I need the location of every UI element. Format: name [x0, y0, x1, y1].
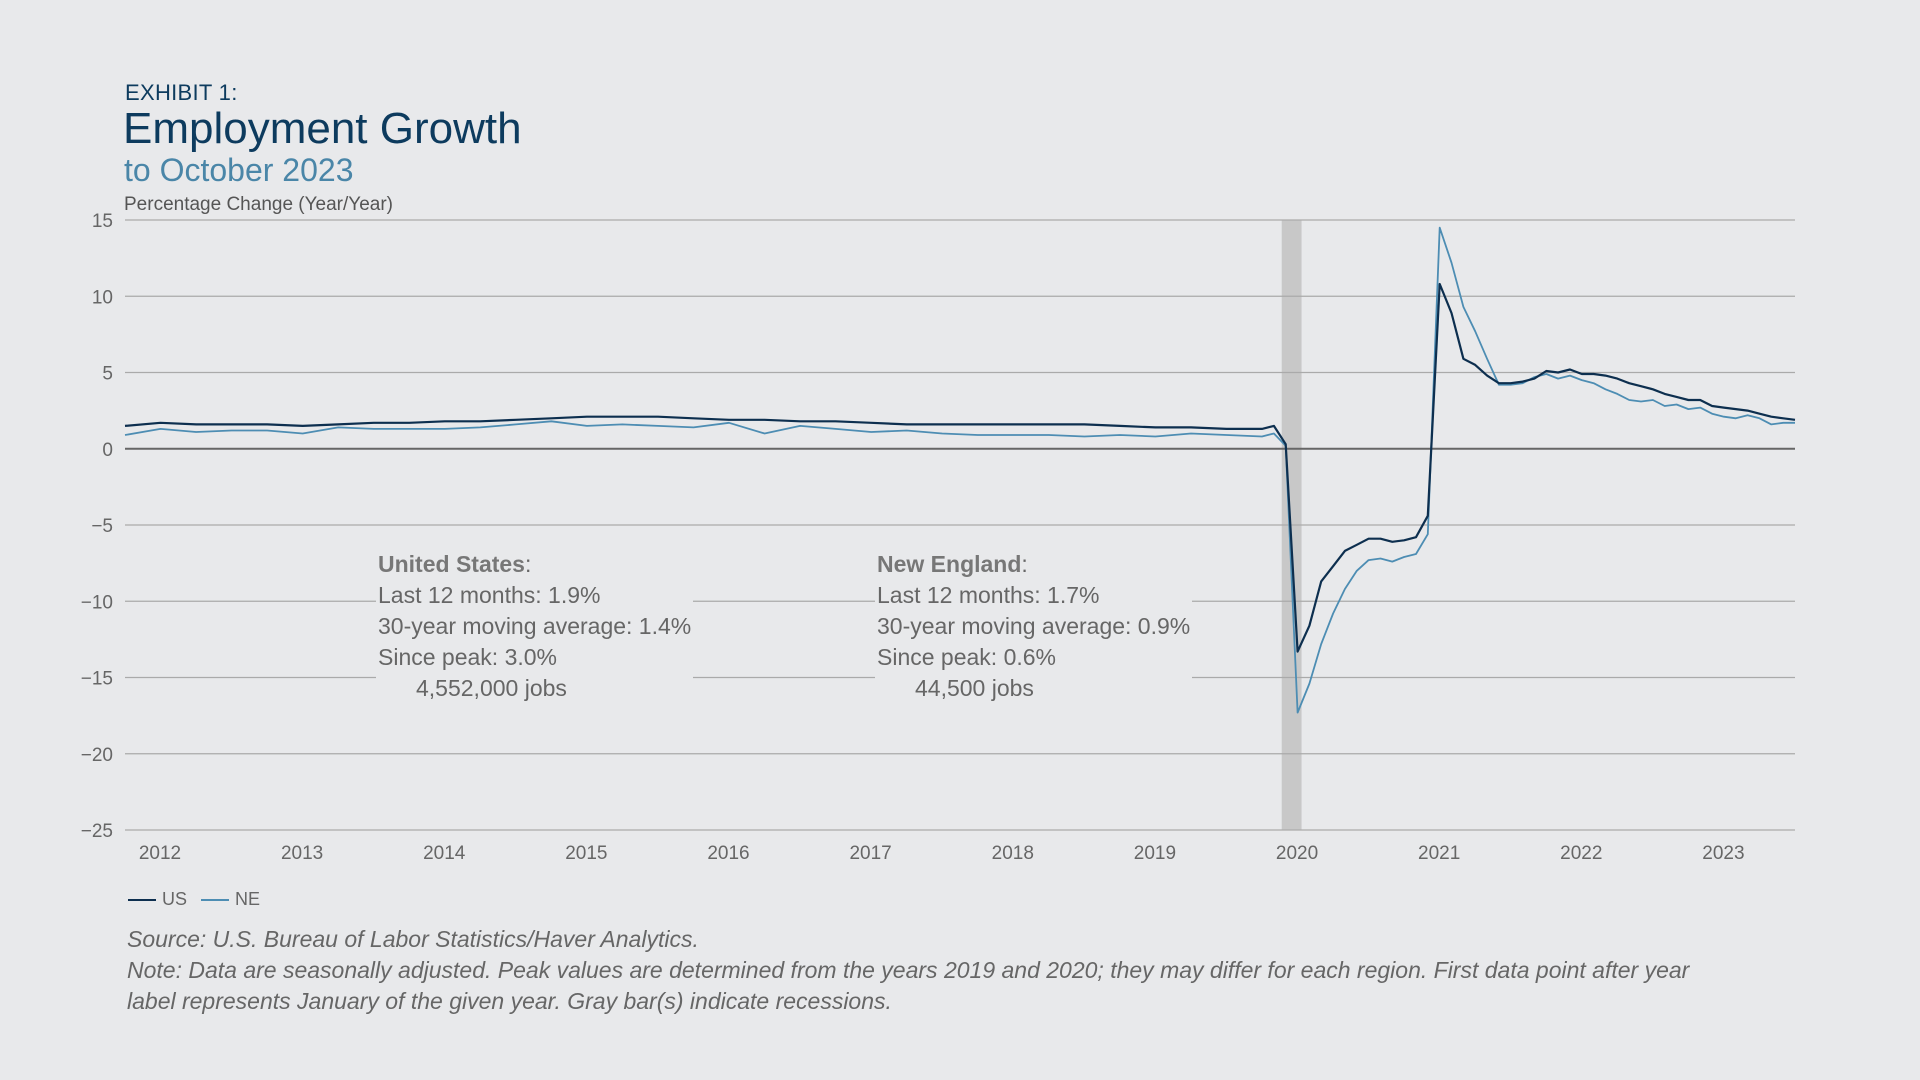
series-lines [124, 226, 1796, 714]
chart-title: Employment Growth [123, 104, 522, 153]
legend-label-ne: NE [235, 889, 261, 909]
x-tick-label: 2014 [423, 843, 466, 864]
y-tick-label: −20 [81, 745, 113, 766]
annotation-us-jobs: 4,552,000 jobs [416, 675, 567, 701]
annotation-us-name: United States [378, 551, 525, 577]
legend-item-ne: NE [201, 889, 260, 910]
note-text-line2: label represents January of the given ye… [127, 988, 892, 1014]
legend-item-us: US [128, 889, 187, 910]
series-line-us [124, 282, 1796, 653]
y-tick-label: 0 [102, 440, 113, 461]
annotation-us-avg30: 30-year moving average: 1.4% [378, 613, 692, 639]
y-tick-label: 5 [102, 364, 113, 385]
x-tick-label: 2016 [707, 843, 749, 864]
note-text-line1: Note: Data are seasonally adjusted. Peak… [127, 957, 1690, 983]
annotation-us-last12: Last 12 months: 1.9% [378, 582, 601, 608]
y-tick-label: −15 [81, 669, 113, 690]
x-tick-label: 2012 [139, 843, 181, 864]
annotation-ne-jobs: 44,500 jobs [915, 675, 1034, 701]
x-tick-label: 2017 [849, 843, 891, 864]
x-tick-label: 2022 [1560, 843, 1602, 864]
y-tick-labels: 15 10 5 0 −5 −10 −15 −20 −25 [81, 211, 113, 842]
y-tick-label: −25 [81, 821, 113, 842]
annotation-ne-avg30: 30-year moving average: 0.9% [877, 613, 1191, 639]
chart-legend: US NE [128, 889, 274, 910]
y-tick-label: −10 [81, 592, 113, 613]
y-axis-label: Percentage Change (Year/Year) [124, 194, 394, 215]
annotation-ne: New England: Last 12 months: 1.7% 30-yea… [875, 549, 1193, 704]
annotation-ne-since-peak: Since peak: 0.6% [877, 644, 1057, 670]
x-tick-label: 2020 [1276, 843, 1318, 864]
x-tick-label: 2023 [1702, 843, 1744, 864]
x-tick-label: 2021 [1418, 843, 1460, 864]
gridlines [125, 219, 1795, 831]
legend-label-us: US [162, 889, 188, 909]
y-tick-label: 15 [92, 211, 113, 232]
legend-swatch-ne [201, 898, 230, 901]
annotation-us-since-peak: Since peak: 3.0% [378, 644, 558, 670]
x-tick-label: 2013 [281, 843, 323, 864]
x-tick-labels: 2012 2013 2014 2015 2016 2017 2018 2019 2020 2021… [139, 843, 1745, 864]
annotation-ne-last12: Last 12 months: 1.7% [877, 582, 1100, 608]
exhibit-label: EXHIBIT 1: [125, 80, 238, 105]
annotation-ne-name: New England [877, 551, 1022, 577]
source-text: Source: U.S. Bureau of Labor Statistics/… [127, 926, 699, 952]
x-tick-label: 2018 [992, 843, 1034, 864]
annotation-us: United States: Last 12 months: 1.9% 30-y… [376, 549, 694, 704]
y-tick-label: 10 [92, 287, 113, 308]
chart-subtitle: to October 2023 [124, 152, 354, 188]
x-tick-label: 2015 [565, 843, 607, 864]
legend-swatch-us [128, 898, 156, 901]
x-tick-label: 2019 [1134, 843, 1176, 864]
y-tick-label: −5 [91, 516, 113, 537]
source-note: Source: U.S. Bureau of Labor Statistics/… [127, 924, 1827, 1017]
series-line-ne [124, 226, 1795, 714]
